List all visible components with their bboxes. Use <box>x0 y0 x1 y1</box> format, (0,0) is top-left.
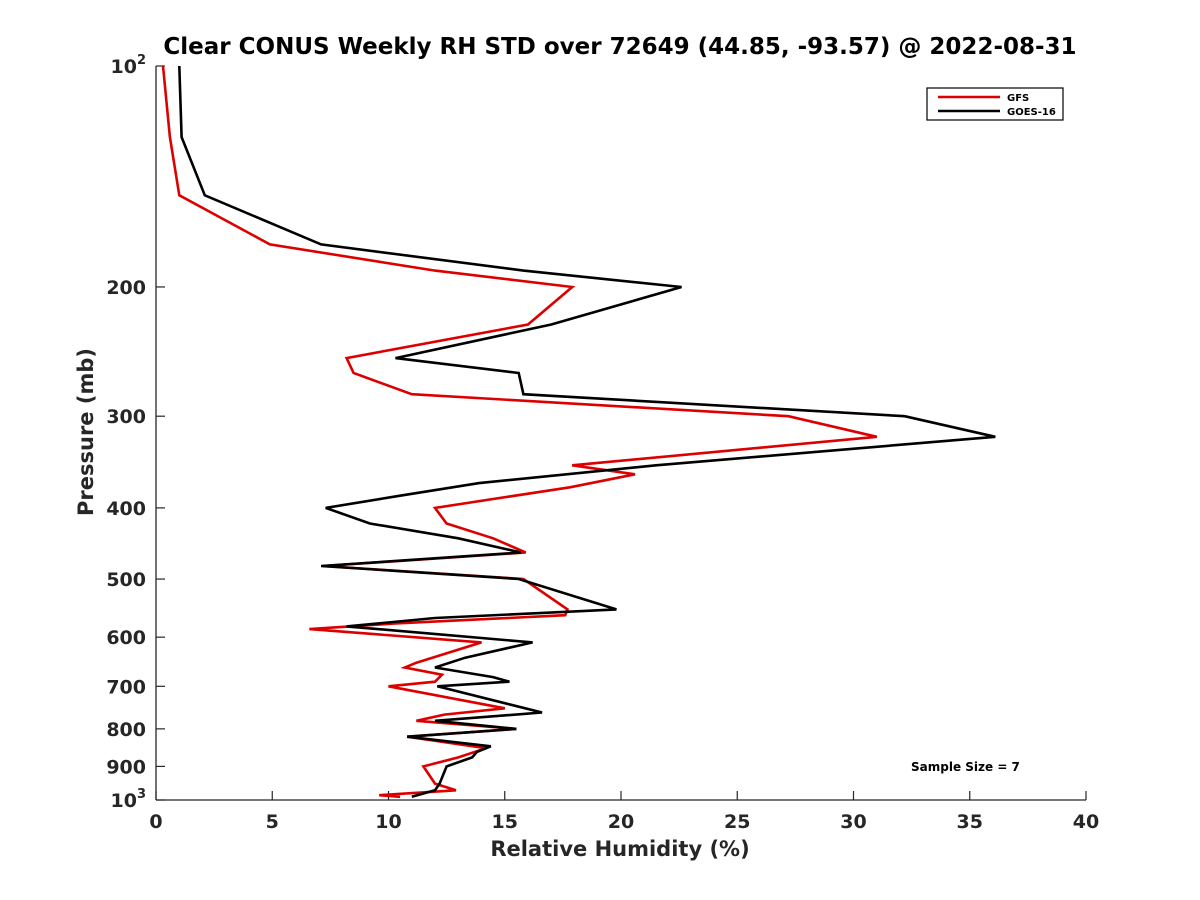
x-tick-label: 20 <box>608 811 634 833</box>
sample-size-annotation: Sample Size = 7 <box>911 760 1020 774</box>
y-tick-label: 800 <box>106 719 146 741</box>
x-axis-ticks: 0 5 10 15 20 25 30 35 40 <box>149 791 1099 833</box>
y-tick-label: 900 <box>106 756 146 778</box>
y-tick-label: 500 <box>106 569 146 591</box>
x-tick-label: 0 <box>149 811 162 833</box>
chart-title: Clear CONUS Weekly RH STD over 72649 (44… <box>163 34 1076 60</box>
y-axis-label: Pressure (mb) <box>74 348 98 516</box>
y-tick-label: 700 <box>106 676 146 698</box>
y-tick-label: 300 <box>106 406 146 428</box>
y-tick-label: 103 <box>111 787 147 812</box>
x-tick-label: 5 <box>266 811 279 833</box>
x-tick-label: 30 <box>840 811 866 833</box>
x-tick-label: 10 <box>375 811 401 833</box>
x-tick-label: 35 <box>957 811 983 833</box>
plot-axes <box>155 66 1086 801</box>
legend-label-gfs: GFS <box>1007 93 1029 104</box>
legend-box <box>926 87 1064 121</box>
y-tick-label: 600 <box>106 627 146 649</box>
series-lines <box>161 65 996 799</box>
series-line-goes16 <box>178 65 996 799</box>
x-tick-label: 40 <box>1073 811 1099 833</box>
x-tick-label: 25 <box>724 811 750 833</box>
series-line-gfs <box>161 65 878 799</box>
legend: GFS GOES-16 <box>926 87 1064 121</box>
y-axis-ticks: 102 200 300 400 500 600 700 800 900 103 <box>106 53 165 812</box>
legend-label-goes16: GOES-16 <box>1007 107 1056 118</box>
y-tick-label: 200 <box>106 277 146 299</box>
y-tick-label: 102 <box>111 53 147 78</box>
x-tick-label: 15 <box>492 811 518 833</box>
y-tick-label: 400 <box>106 498 146 520</box>
x-axis-label: Relative Humidity (%) <box>490 837 749 861</box>
